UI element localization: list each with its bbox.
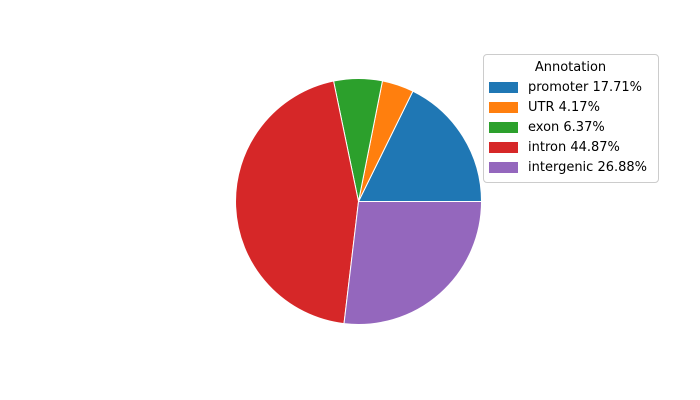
legend-item: UTR 4.17% bbox=[489, 97, 652, 117]
legend-item: intergenic 26.88% bbox=[489, 158, 652, 178]
legend-item: intron 44.87% bbox=[489, 138, 652, 158]
legend-item-label: UTR 4.17% bbox=[528, 99, 600, 115]
legend-swatch bbox=[489, 101, 518, 113]
legend-item-label: intron 44.87% bbox=[528, 140, 620, 156]
legend-swatch bbox=[489, 162, 518, 174]
legend-title: Annotation bbox=[534, 60, 607, 75]
legend-item: promoter 17.71% bbox=[489, 77, 652, 97]
pie-slice-intron bbox=[235, 80, 359, 325]
legend-items: promoter 17.71% UTR 4.17% exon 6.37% intron… bbox=[489, 77, 652, 178]
legend-item-label: promoter 17.71% bbox=[528, 79, 643, 95]
pie-slice-intergenic bbox=[343, 201, 482, 325]
pie-slice-promoter bbox=[358, 90, 482, 202]
legend-swatch bbox=[489, 121, 518, 133]
legend-item: exon 6.37% bbox=[489, 117, 652, 137]
legend: Annotation promoter 17.71% UTR 4.17% exon … bbox=[483, 54, 659, 183]
legend-item-label: intergenic 26.88% bbox=[528, 160, 648, 176]
legend-swatch bbox=[489, 142, 518, 154]
legend-swatch bbox=[489, 81, 518, 93]
legend-item-label: exon 6.37% bbox=[528, 119, 605, 135]
